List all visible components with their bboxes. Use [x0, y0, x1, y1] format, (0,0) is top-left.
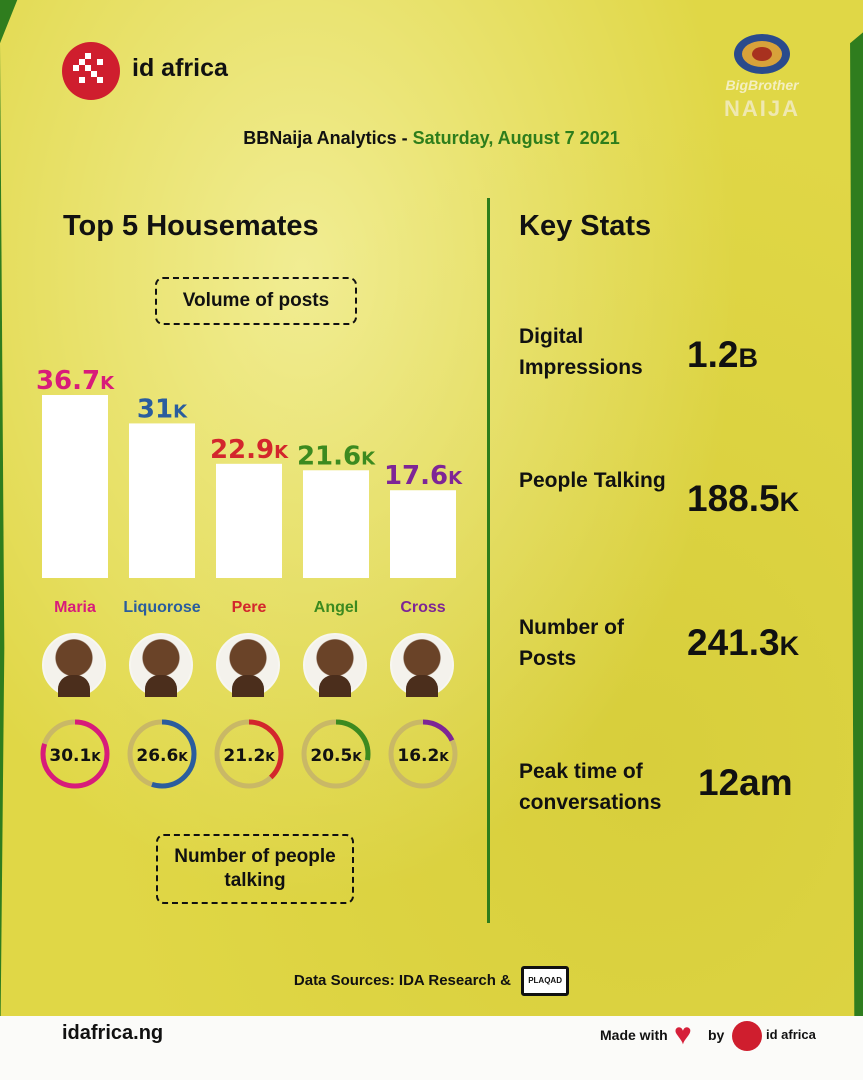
plaqad-logo: PLAQAD: [521, 966, 570, 996]
data-sources: Data Sources: IDA Research & PLAQAD: [0, 966, 863, 996]
id-africa-logo-icon: [62, 42, 120, 100]
bar-liquorose: [129, 423, 195, 578]
by-label: by: [708, 1027, 725, 1043]
footer-url[interactable]: idafrica.ng: [62, 1022, 164, 1044]
stat-value-people-talking: 188.5K: [687, 478, 800, 519]
made-with-label: Made with: [600, 1027, 668, 1043]
column-divider: [487, 198, 490, 923]
header-separator: -: [396, 128, 413, 148]
bar-value: 17.6: [384, 461, 448, 491]
bbnaija-logo-line1: BigBrother: [725, 77, 800, 93]
ring-value: 16.2: [397, 746, 439, 766]
bar-maria: [42, 395, 108, 578]
ring-value-unit: K: [352, 750, 362, 764]
brand-name: id africa: [132, 54, 228, 82]
ring-value-unit: K: [265, 750, 275, 764]
avatar-maria: [42, 633, 106, 697]
ring-fill-liquorose: [127, 719, 197, 789]
avatar-cross: [390, 633, 454, 697]
ring-fill-maria: [40, 719, 110, 789]
ring-fill-pere: [214, 719, 284, 789]
avatar-liquorose: [129, 633, 193, 697]
bar-value-unit: K: [448, 468, 463, 489]
bar-value-unit: K: [100, 373, 115, 394]
stat-value-number-of-posts: 241.3K: [687, 622, 800, 663]
stat-label-people-talking: People Talking: [519, 469, 666, 492]
stat-label-digital-impressions: Digital Impressions: [519, 325, 643, 379]
bar-value-unit: K: [274, 442, 289, 463]
bar-value-label: 31K: [137, 394, 188, 424]
avatar-angel: [303, 633, 367, 697]
bar-value-unit: K: [173, 401, 188, 422]
header-line: BBNaija Analytics - Saturday, August 7 2…: [0, 128, 863, 149]
stat-label-peak-time: Peak time of conversations: [519, 760, 662, 814]
ring-value-unit: K: [178, 750, 188, 764]
bar-angel: [303, 470, 369, 578]
ring-value-label: 20.5K: [310, 746, 362, 766]
people-talking-rings: 30.1K 26.6K 21.2K 20.5K 16.2K: [40, 719, 458, 789]
bar-value-label: 36.7K: [36, 366, 115, 396]
ring-value-unit: K: [439, 750, 449, 764]
stat-value-digital-impressions: 1.2B: [687, 334, 758, 375]
bar-value-unit: K: [361, 448, 376, 469]
bar-value-label: 21.6K: [297, 441, 376, 471]
bbnaija-logo: BigBrother NAIJA: [712, 26, 812, 126]
bar-value-label: 22.9K: [210, 435, 289, 465]
ring-value: 30.1: [49, 746, 91, 766]
footer-bar: [0, 1016, 863, 1080]
ring-value-label: 30.1K: [49, 746, 101, 766]
key-stats-heading: Key Stats: [519, 210, 652, 242]
ring-value: 21.2: [223, 746, 265, 766]
bbnaija-logo-line2: NAIJA: [724, 96, 800, 121]
category-label-angel: Angel: [314, 599, 358, 616]
ring-value-label: 21.2K: [223, 746, 275, 766]
category-label-maria: Maria: [54, 599, 96, 616]
bar-pere: [216, 463, 282, 578]
bar-cross: [390, 490, 456, 578]
footer-brand: id africa: [766, 1027, 816, 1042]
ring-value: 20.5: [310, 746, 352, 766]
footer-id-africa-logo-icon: [732, 1021, 762, 1051]
people-talking-label: Number of people talking: [156, 834, 354, 904]
bar-value: 21.6: [297, 441, 361, 471]
avatar-pere: [216, 633, 280, 697]
data-sources-label: Data Sources: IDA Research &: [293, 971, 511, 989]
ring-fill-angel: [301, 719, 371, 789]
header-title: BBNaija Analytics: [243, 128, 397, 148]
ring-value: 26.6: [136, 746, 178, 766]
bar-value: 22.9: [210, 435, 274, 465]
ring-value-label: 16.2K: [397, 746, 449, 766]
volume-of-posts-label: Volume of posts: [155, 277, 357, 325]
header-date: Saturday, August 7 2021: [412, 128, 620, 148]
ring-fill-cross: [388, 719, 458, 789]
bar-value-label: 17.6K: [384, 461, 463, 491]
category-label-pere: Pere: [232, 599, 267, 616]
category-label-liquorose: Liquorose: [123, 599, 200, 616]
stat-label-number-of-posts: Number of Posts: [519, 616, 624, 670]
top-housemates-heading: Top 5 Housemates: [63, 210, 319, 242]
heart-icon: ♥: [674, 1018, 692, 1051]
stat-value-peak-time: 12am: [698, 762, 793, 803]
bar-value: 36.7: [36, 366, 100, 396]
ring-value-unit: K: [91, 750, 101, 764]
category-label-cross: Cross: [400, 599, 445, 616]
ring-value-label: 26.6K: [136, 746, 188, 766]
bar-value: 31: [137, 394, 173, 424]
volume-bar-chart: 36.7KMaria31KLiquorose22.9KPere21.6KAnge…: [36, 366, 463, 616]
